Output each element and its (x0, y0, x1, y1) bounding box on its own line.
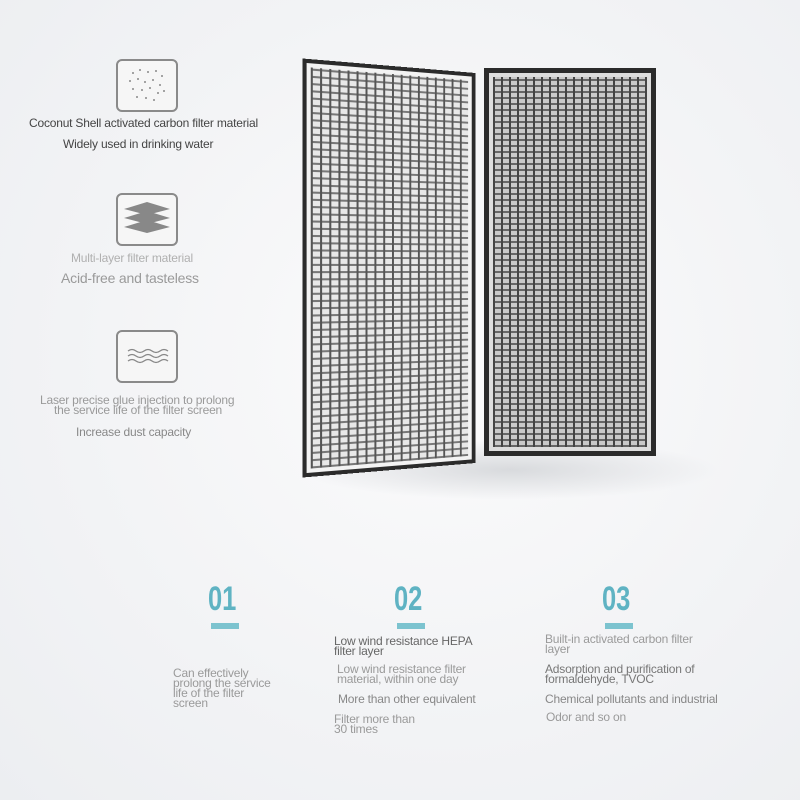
step-line: Filter more than 30 times (334, 712, 415, 736)
step-line: Chemical pollutants and industrial (545, 692, 718, 706)
step-line: More than other equivalent (338, 692, 476, 706)
waves-icon (116, 330, 178, 383)
step-accent-bar (605, 623, 633, 629)
carbon-particles-icon (116, 59, 178, 112)
feature-subtitle: Increase dust capacity (76, 425, 191, 439)
feature-subtitle: Acid-free and tasteless (61, 270, 199, 286)
hepa-filter-back (484, 68, 656, 456)
text-line: Can effectively (173, 666, 249, 680)
text-line: life of the filter (173, 686, 245, 700)
text-line: Adsorption and purification of (545, 662, 695, 676)
text-line: Filter more than (334, 712, 415, 726)
feature-title-line: Laser precise glue injection to prolong (40, 393, 235, 407)
text-line: screen (173, 696, 208, 710)
step-accent-bar (397, 623, 425, 629)
step-number: 01 (208, 580, 237, 618)
step-accent-bar (211, 623, 239, 629)
step-line: Adsorption and purification of formaldehy… (545, 662, 695, 686)
text-line: Built-in activated carbon filter (545, 632, 693, 646)
text-line: filter layer (334, 644, 384, 658)
feature-title: Multi-layer filter material (71, 251, 193, 265)
text-line: Low wind resistance filter (337, 662, 466, 676)
text-line: formaldehyde, TVOC (545, 672, 654, 686)
feature-title-line: the service life of the filter screen (54, 403, 223, 417)
step-heading: Low wind resistance HEPA filter layer (334, 634, 473, 658)
step-number: 03 (602, 580, 631, 618)
text-line: Low wind resistance HEPA (334, 634, 473, 648)
step-description: Can effectively prolong the service life o… (173, 666, 271, 710)
step-number: 02 (394, 580, 423, 618)
text-line: prolong the service (173, 676, 271, 690)
hepa-filter-front (302, 58, 476, 478)
step-line: Low wind resistance filter material, with… (337, 662, 466, 686)
text-line: layer (545, 642, 571, 656)
layers-icon (116, 193, 178, 246)
step-line: Odor and so on (546, 710, 626, 724)
text-line: material, within one day (337, 672, 459, 686)
feature-subtitle: Widely used in drinking water (63, 137, 214, 151)
step-heading: Built-in activated carbon filter layer (545, 632, 693, 656)
text-line: 30 times (334, 722, 378, 736)
feature-title: Laser precise glue injection to prolong t… (40, 393, 235, 417)
feature-title: Coconut Shell activated carbon filter ma… (29, 116, 258, 130)
